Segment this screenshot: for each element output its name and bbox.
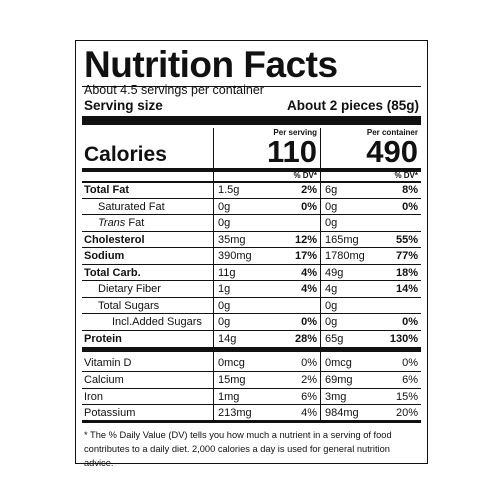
- nutrient-name: Saturated Fat: [98, 200, 165, 213]
- daily-value: 2%: [301, 184, 317, 196]
- amount: 390mg: [218, 250, 252, 262]
- nutrient-name: Trans Fat: [98, 217, 145, 229]
- amount: 1780mg: [325, 250, 365, 262]
- dv-header: % DV*: [394, 171, 418, 180]
- amount: 165mg: [325, 233, 359, 246]
- rule: [82, 263, 421, 265]
- nutrient-name: Potassium: [84, 407, 136, 420]
- column-rule: [213, 128, 214, 422]
- rule: [82, 280, 421, 281]
- daily-value: 0%: [301, 200, 317, 213]
- per-serving-label: Per serving: [273, 128, 317, 137]
- rule: [82, 387, 421, 389]
- amount: 69mg: [325, 373, 353, 386]
- daily-value: 28%: [294, 332, 317, 345]
- amount: 0g: [325, 316, 338, 328]
- rule: [82, 329, 421, 331]
- nutrient-name: Total Carb.: [84, 266, 141, 279]
- daily-value: 130%: [389, 332, 418, 345]
- daily-value: 12%: [294, 233, 317, 246]
- title: Nutrition Facts: [84, 44, 338, 85]
- footnote: * The % Daily Value (DV) tells you how m…: [84, 430, 392, 468]
- serving-size: About 2 pieces (85g): [286, 98, 419, 113]
- amount: 35mg: [218, 233, 246, 246]
- rule: [82, 347, 421, 352]
- rule: [82, 247, 421, 248]
- daily-value: 15%: [395, 390, 418, 403]
- calories-per-container: 490: [366, 134, 418, 169]
- amount: 0g: [325, 217, 338, 229]
- amount: 1g: [218, 283, 231, 295]
- rule: [82, 370, 421, 372]
- daily-value: 4%: [301, 407, 317, 420]
- servings: About 4.5 servings per container: [84, 83, 264, 97]
- rule: [82, 168, 421, 172]
- amount: 65g: [325, 332, 344, 345]
- amount: 15mg: [218, 373, 246, 386]
- nutrient-name: Vitamin D: [84, 357, 132, 369]
- serving-size-label: Serving size: [84, 98, 163, 113]
- amount: 4g: [325, 283, 338, 295]
- rule: [82, 296, 421, 298]
- rule: [82, 420, 421, 423]
- amount: 0g: [218, 200, 231, 213]
- daily-value: 4%: [301, 283, 317, 295]
- nutrient-name: Calcium: [84, 373, 124, 386]
- nutrient-name: Cholesterol: [84, 233, 145, 246]
- daily-value: 6%: [301, 390, 317, 403]
- daily-value: 8%: [402, 184, 418, 196]
- nutrient-name: Total Fat: [84, 184, 130, 196]
- daily-value: 0%: [402, 200, 418, 213]
- daily-value: 55%: [395, 233, 418, 246]
- nutrient-name: Incl.Added Sugars: [112, 316, 202, 328]
- amount: 3mg: [325, 390, 347, 403]
- daily-value: 17%: [294, 250, 317, 262]
- daily-value: 0%: [402, 316, 418, 328]
- nutrient-name: Dietary Fiber: [98, 283, 161, 295]
- amount: 14g: [218, 332, 237, 345]
- daily-value: 77%: [395, 250, 418, 262]
- daily-value: 0%: [301, 316, 317, 328]
- daily-value: 2%: [301, 373, 317, 386]
- rule: [82, 181, 421, 183]
- daily-value: 14%: [395, 283, 418, 295]
- rule: [82, 86, 421, 87]
- rule: [82, 197, 421, 199]
- daily-value: 20%: [395, 407, 418, 420]
- amount: 0g: [325, 200, 338, 213]
- daily-value: 4%: [301, 266, 317, 279]
- nutrient-name: Total Sugars: [98, 299, 160, 312]
- column-rule: [320, 128, 321, 422]
- daily-value: 18%: [395, 266, 418, 279]
- amount: 0mcg: [218, 357, 245, 369]
- amount: 0g: [325, 299, 338, 312]
- per-container-label: Per container: [366, 128, 418, 137]
- amount: 0mcg: [325, 357, 352, 369]
- calories-label: Calories: [84, 143, 167, 166]
- daily-value: 0%: [402, 357, 418, 369]
- amount: 1mg: [218, 390, 240, 403]
- rule: [82, 230, 421, 232]
- daily-value: 6%: [402, 373, 418, 386]
- amount: 6g: [325, 184, 338, 196]
- amount: 213mg: [218, 407, 252, 420]
- amount: 1.5g: [218, 184, 240, 196]
- amount: 11g: [218, 266, 236, 279]
- calories-per-serving: 110: [266, 134, 317, 169]
- rule: [82, 404, 421, 406]
- nutrition-label: Nutrition Facts About 4.5 servings per c…: [75, 40, 428, 468]
- rule: [82, 313, 421, 314]
- amount: 984mg: [325, 407, 359, 420]
- daily-value: 0%: [301, 357, 317, 369]
- amount: 0g: [218, 217, 231, 229]
- nutrient-name: Protein: [84, 332, 122, 345]
- nutrient-name: Sodium: [84, 250, 125, 262]
- amount: 49g: [325, 266, 344, 279]
- amount: 0g: [218, 316, 231, 328]
- amount: 0g: [218, 299, 231, 312]
- thick-rule: [82, 116, 421, 125]
- rule: [82, 214, 421, 215]
- nutrient-name: Iron: [84, 390, 103, 403]
- dv-header: % DV*: [293, 171, 317, 180]
